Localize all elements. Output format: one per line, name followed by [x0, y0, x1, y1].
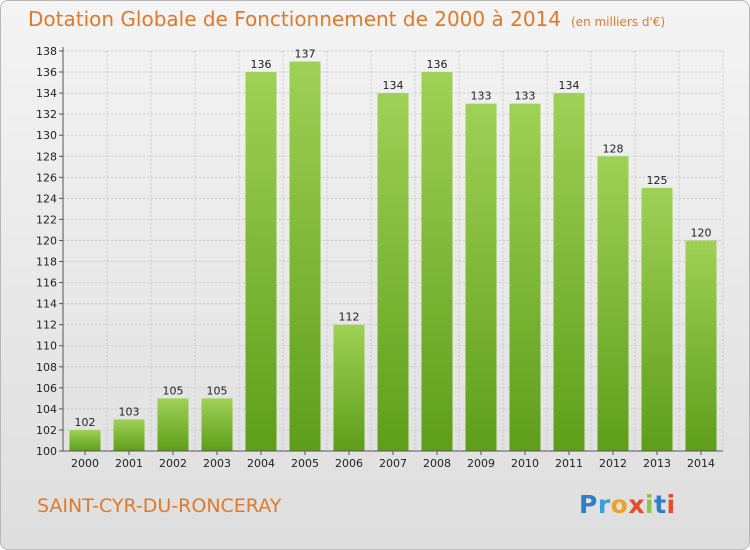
chart-title: Dotation Globale de Fonctionnement de 20…	[28, 7, 665, 31]
x-tick-label: 2009	[467, 457, 495, 470]
y-tick-label: 138	[36, 45, 57, 58]
bar	[157, 398, 189, 451]
bar	[553, 93, 585, 452]
x-tick-label: 2004	[247, 457, 275, 470]
bar	[201, 398, 233, 451]
y-tick-label: 100	[36, 445, 57, 458]
y-tick-label: 132	[36, 108, 57, 121]
logo-letter: o	[610, 490, 629, 519]
chart-title-text: Dotation Globale de Fonctionnement de 20…	[28, 7, 561, 31]
y-tick-label: 110	[36, 340, 57, 353]
x-tick-label: 2003	[203, 457, 231, 470]
axes: 100 102 104 106 108 110 112 114 116 118 120 122 124 1…	[36, 45, 723, 470]
y-tick-label: 124	[36, 192, 57, 205]
data-label: 133	[471, 90, 492, 103]
x-tick-label: 2001	[115, 457, 143, 470]
y-tick-label: 126	[36, 171, 57, 184]
bar	[641, 187, 673, 451]
data-label: 125	[647, 174, 668, 187]
bar	[289, 61, 321, 452]
x-tick-label: 2002	[159, 457, 187, 470]
x-tick-label: 2000	[71, 457, 99, 470]
y-tick-label: 120	[36, 234, 57, 247]
logo-letter: i	[645, 490, 655, 519]
bars: 102 103 105 105 136 137 112 134 136 133 133 134 128 1…	[69, 48, 717, 452]
bar	[685, 240, 717, 451]
bar	[377, 93, 409, 452]
y-tick-label: 108	[36, 361, 57, 374]
chart-unit: (en milliers d'€)	[571, 15, 666, 29]
proxiti-logo[interactable]: Proxiti	[579, 490, 676, 519]
bar	[113, 419, 145, 451]
data-label: 128	[603, 142, 624, 155]
x-tick-label: 2007	[379, 457, 407, 470]
y-tick-label: 130	[36, 129, 57, 142]
bar	[509, 103, 541, 451]
data-label: 112	[339, 311, 360, 324]
y-tick-label: 136	[36, 66, 57, 79]
y-tick-label: 102	[36, 424, 57, 437]
logo-letter: P	[579, 490, 598, 519]
bar	[245, 72, 277, 451]
y-tick-label: 122	[36, 213, 57, 226]
bar	[421, 72, 453, 451]
x-tick-label: 2006	[335, 457, 363, 470]
x-tick-label: 2013	[643, 457, 671, 470]
y-tick-label: 134	[36, 87, 57, 100]
x-tick-label: 2008	[423, 457, 451, 470]
bar	[597, 156, 629, 451]
y-tick-label: 114	[36, 298, 57, 311]
y-tick-label: 104	[36, 403, 57, 416]
data-label: 136	[427, 58, 448, 71]
bar	[465, 103, 497, 451]
x-tick-label: 2012	[599, 457, 627, 470]
data-label: 102	[75, 416, 96, 429]
x-tick-label: 2014	[687, 457, 715, 470]
x-tick-label: 2005	[291, 457, 319, 470]
y-tick-label: 116	[36, 277, 57, 290]
x-tick-label: 2011	[555, 457, 583, 470]
x-tick-label: 2010	[511, 457, 539, 470]
data-label: 134	[559, 79, 580, 92]
data-label: 136	[251, 58, 272, 71]
data-label: 120	[691, 226, 712, 239]
commune-name: SAINT-CYR-DU-RONCERAY	[37, 495, 282, 517]
logo-letter: r	[597, 490, 611, 519]
logo-letter: x	[628, 490, 645, 519]
bar	[333, 324, 365, 451]
logo-letter: t	[654, 490, 667, 519]
data-label: 133	[515, 90, 536, 103]
data-label: 134	[383, 79, 404, 92]
y-tick-label: 106	[36, 382, 57, 395]
y-tick-label: 112	[36, 319, 57, 332]
bar	[69, 429, 101, 451]
data-label: 105	[163, 384, 184, 397]
y-tick-label: 118	[36, 256, 57, 269]
data-label: 103	[119, 405, 140, 418]
logo-letter: i	[666, 490, 676, 519]
data-label: 105	[207, 384, 228, 397]
data-label: 137	[295, 48, 316, 61]
y-tick-label: 128	[36, 150, 57, 163]
